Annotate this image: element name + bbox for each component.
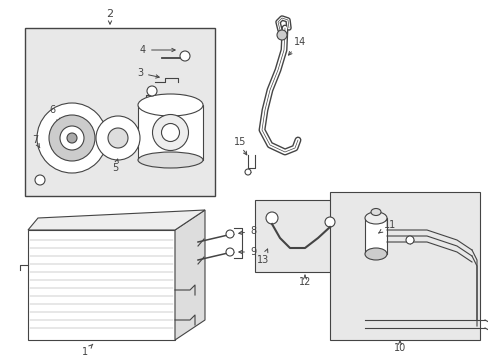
Bar xyxy=(254,200,345,272)
Bar xyxy=(138,105,203,160)
Text: 3: 3 xyxy=(137,68,159,78)
Circle shape xyxy=(147,86,157,96)
Circle shape xyxy=(37,103,107,173)
Ellipse shape xyxy=(364,212,386,224)
Text: 5: 5 xyxy=(112,159,118,173)
Bar xyxy=(329,192,479,340)
Text: 14: 14 xyxy=(288,37,305,55)
Circle shape xyxy=(161,123,179,141)
Text: 6: 6 xyxy=(49,105,60,122)
Circle shape xyxy=(405,236,413,244)
Circle shape xyxy=(152,114,188,150)
Ellipse shape xyxy=(138,94,203,116)
Text: 10: 10 xyxy=(393,343,406,353)
Circle shape xyxy=(108,128,128,148)
Circle shape xyxy=(49,115,95,161)
Text: 11: 11 xyxy=(378,220,395,233)
Polygon shape xyxy=(28,230,175,340)
Circle shape xyxy=(276,30,286,40)
Text: 15: 15 xyxy=(233,137,245,147)
Text: 9: 9 xyxy=(238,247,256,257)
Text: 4: 4 xyxy=(140,45,175,55)
Text: 7: 7 xyxy=(32,135,40,148)
Text: 8: 8 xyxy=(238,226,256,236)
Text: 2: 2 xyxy=(106,9,113,19)
Ellipse shape xyxy=(364,248,386,260)
Circle shape xyxy=(244,169,250,175)
Circle shape xyxy=(225,248,234,256)
Circle shape xyxy=(180,51,190,61)
Circle shape xyxy=(225,230,234,238)
Circle shape xyxy=(325,217,334,227)
Circle shape xyxy=(96,116,140,160)
Circle shape xyxy=(265,212,278,224)
Text: 1: 1 xyxy=(82,344,93,357)
Ellipse shape xyxy=(370,208,380,216)
Bar xyxy=(364,218,386,254)
Circle shape xyxy=(35,175,45,185)
Ellipse shape xyxy=(138,152,203,168)
Text: 12: 12 xyxy=(298,277,310,287)
Circle shape xyxy=(67,133,77,143)
Polygon shape xyxy=(28,210,204,230)
Text: 13: 13 xyxy=(256,249,268,265)
Circle shape xyxy=(60,126,84,150)
Polygon shape xyxy=(175,210,204,340)
Bar xyxy=(25,28,215,196)
